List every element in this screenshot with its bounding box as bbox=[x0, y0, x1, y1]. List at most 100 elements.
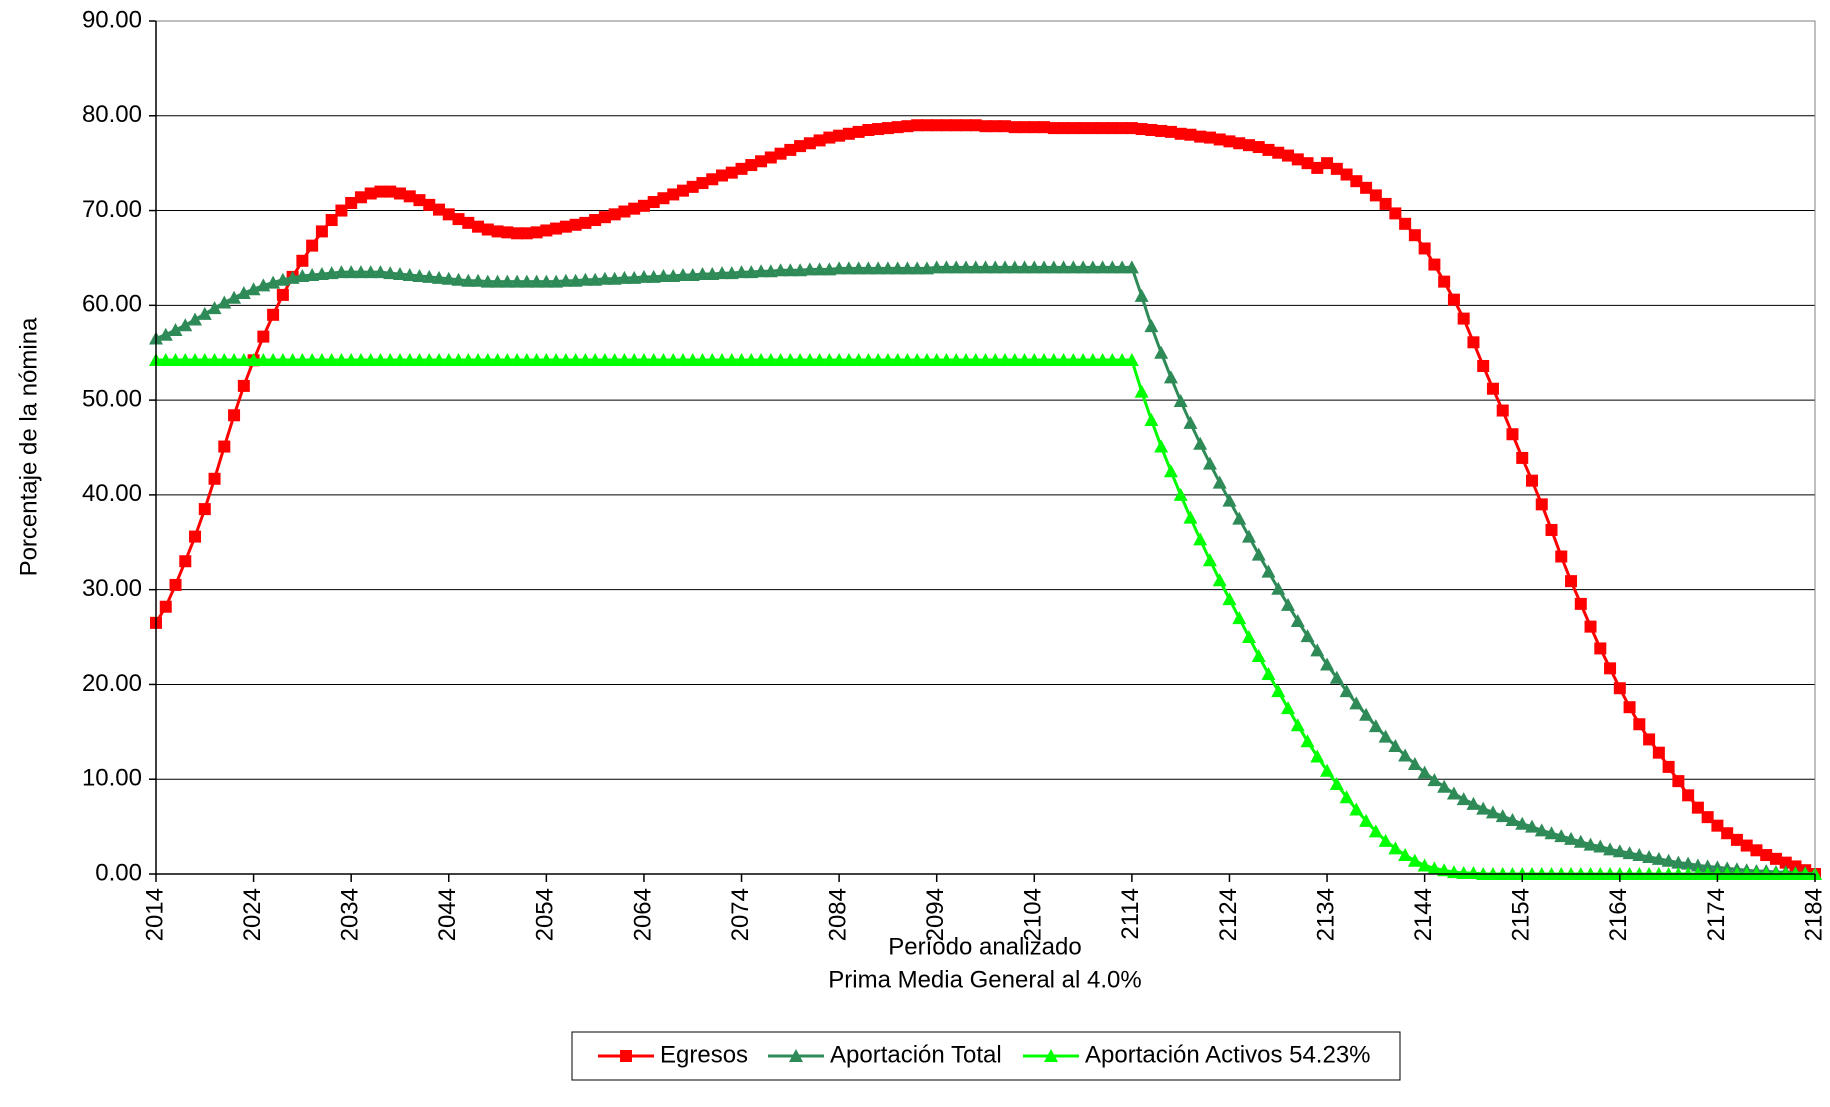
marker bbox=[296, 254, 309, 267]
grid bbox=[156, 20, 1815, 875]
marker bbox=[1721, 827, 1734, 840]
marker bbox=[636, 353, 651, 367]
marker bbox=[314, 353, 329, 367]
marker bbox=[237, 379, 250, 392]
marker bbox=[1066, 260, 1081, 274]
marker bbox=[1359, 707, 1374, 721]
marker bbox=[257, 330, 270, 343]
marker bbox=[1144, 413, 1159, 427]
marker bbox=[1495, 809, 1510, 823]
marker bbox=[1643, 733, 1656, 746]
marker bbox=[676, 184, 689, 197]
marker bbox=[1017, 260, 1032, 274]
marker bbox=[1105, 353, 1120, 367]
marker bbox=[236, 353, 251, 367]
marker bbox=[1212, 475, 1227, 489]
marker bbox=[246, 282, 261, 296]
marker bbox=[1388, 739, 1403, 753]
marker bbox=[646, 353, 661, 367]
marker bbox=[1485, 805, 1500, 819]
marker bbox=[402, 353, 417, 367]
marker bbox=[793, 263, 808, 277]
marker bbox=[861, 261, 876, 275]
marker bbox=[1427, 773, 1442, 787]
marker bbox=[783, 263, 798, 277]
marker bbox=[1612, 844, 1627, 858]
marker bbox=[1476, 801, 1491, 815]
marker bbox=[276, 288, 289, 301]
marker bbox=[549, 353, 564, 367]
marker bbox=[295, 353, 310, 367]
marker bbox=[851, 261, 866, 275]
marker bbox=[364, 187, 377, 200]
marker bbox=[1691, 801, 1704, 814]
marker bbox=[1321, 157, 1334, 170]
legend-marker bbox=[1044, 1049, 1058, 1062]
marker bbox=[978, 260, 993, 274]
marker bbox=[1057, 122, 1070, 135]
marker bbox=[1622, 846, 1637, 860]
marker bbox=[1232, 611, 1247, 625]
marker bbox=[1652, 746, 1665, 759]
marker bbox=[1271, 581, 1286, 595]
marker bbox=[383, 266, 398, 280]
marker bbox=[1438, 275, 1451, 288]
marker bbox=[950, 119, 963, 132]
marker bbox=[1261, 667, 1276, 681]
marker bbox=[1017, 353, 1032, 367]
legend-label: Aportación Total bbox=[830, 1041, 1002, 1068]
marker bbox=[1417, 858, 1432, 872]
marker bbox=[802, 353, 817, 367]
marker bbox=[1018, 121, 1031, 134]
x-tick-label: 2044 bbox=[434, 888, 461, 941]
marker bbox=[1183, 510, 1198, 524]
marker bbox=[706, 173, 719, 186]
marker bbox=[451, 272, 466, 286]
marker bbox=[1095, 260, 1110, 274]
x-tick-label: 2094 bbox=[922, 888, 949, 941]
marker bbox=[393, 187, 406, 200]
marker bbox=[1173, 487, 1188, 501]
marker bbox=[462, 216, 475, 229]
marker bbox=[1339, 684, 1354, 698]
marker bbox=[305, 353, 320, 367]
marker bbox=[1339, 790, 1354, 804]
marker bbox=[1515, 816, 1530, 830]
subtitle: Prima Media General al 4.0% bbox=[828, 966, 1141, 993]
marker bbox=[529, 274, 544, 288]
marker bbox=[940, 119, 953, 132]
marker bbox=[734, 265, 749, 279]
marker bbox=[910, 353, 925, 367]
marker bbox=[900, 353, 915, 367]
marker bbox=[305, 268, 320, 282]
marker bbox=[432, 353, 447, 367]
marker bbox=[540, 224, 553, 237]
y-tick-label: 10.00 bbox=[82, 765, 142, 792]
marker bbox=[891, 121, 904, 134]
marker bbox=[1077, 122, 1090, 135]
marker bbox=[675, 268, 690, 282]
marker bbox=[890, 261, 905, 275]
marker bbox=[188, 312, 203, 326]
marker bbox=[939, 353, 954, 367]
marker bbox=[628, 202, 641, 215]
marker bbox=[402, 268, 417, 282]
marker bbox=[1711, 819, 1724, 832]
marker bbox=[1418, 242, 1431, 255]
marker bbox=[764, 151, 777, 164]
marker bbox=[1437, 863, 1452, 877]
marker bbox=[520, 227, 533, 240]
marker bbox=[1290, 718, 1305, 732]
marker bbox=[1291, 153, 1304, 166]
marker bbox=[1115, 260, 1130, 274]
legend-box bbox=[571, 1031, 1401, 1081]
marker bbox=[471, 273, 486, 287]
marker bbox=[422, 269, 437, 283]
marker bbox=[1038, 121, 1051, 134]
marker bbox=[1349, 802, 1364, 816]
marker bbox=[1320, 657, 1335, 671]
marker bbox=[1350, 175, 1363, 188]
marker bbox=[1690, 858, 1705, 872]
marker bbox=[569, 218, 582, 231]
